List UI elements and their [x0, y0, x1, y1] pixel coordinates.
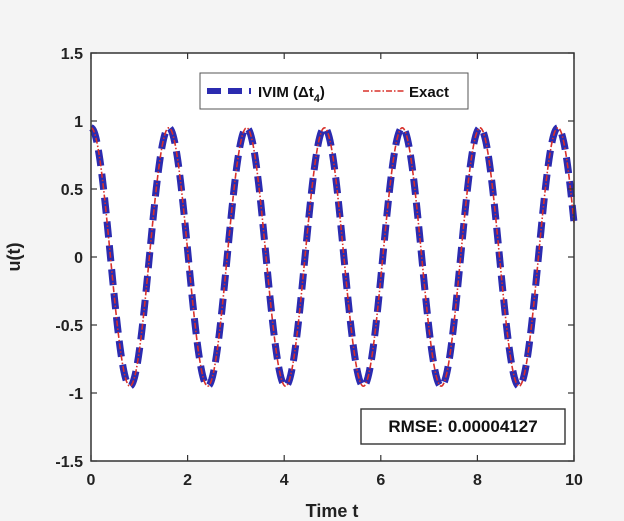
- plot-area: [91, 53, 574, 461]
- x-tick-label: 10: [565, 472, 583, 489]
- x-tick-label: 2: [183, 472, 192, 489]
- y-tick-label: -1: [69, 386, 83, 403]
- series-line-exact: [90, 126, 575, 388]
- x-tick-label: 6: [376, 472, 385, 489]
- rmse-annotation: RMSE: 0.00004127: [360, 408, 566, 445]
- series-layer: [89, 124, 578, 390]
- rmse-text: RMSE: 0.00004127: [388, 417, 537, 436]
- y-axis-label: u(t): [4, 243, 24, 272]
- y-tick-label: 0.5: [61, 182, 83, 199]
- legend-box: [199, 72, 469, 110]
- x-tick-labels: 0 2 4 6 8 10: [87, 472, 583, 489]
- legend: IVIM (Δt4) Exact: [199, 72, 469, 110]
- legend-label-exact: Exact: [409, 84, 449, 101]
- y-tick-labels: -1.5 -1 -0.5 0 0.5 1 1.5: [55, 46, 83, 471]
- y-tick-label: 0: [74, 250, 83, 267]
- x-tick-label: 4: [280, 472, 289, 489]
- y-tick-label: -0.5: [55, 318, 83, 335]
- x-tick-label: 0: [87, 472, 96, 489]
- y-tick-label: 1.5: [61, 46, 83, 63]
- y-tick-label: -1.5: [55, 454, 83, 471]
- y-tick-label: 1: [74, 114, 83, 131]
- legend-label-ivim: IVIM (Δt4): [258, 84, 325, 105]
- x-tick-label: 8: [473, 472, 482, 489]
- rmse-box: [360, 408, 566, 445]
- x-axis-label: Time t: [306, 501, 359, 521]
- ticks-layer: [90, 52, 575, 462]
